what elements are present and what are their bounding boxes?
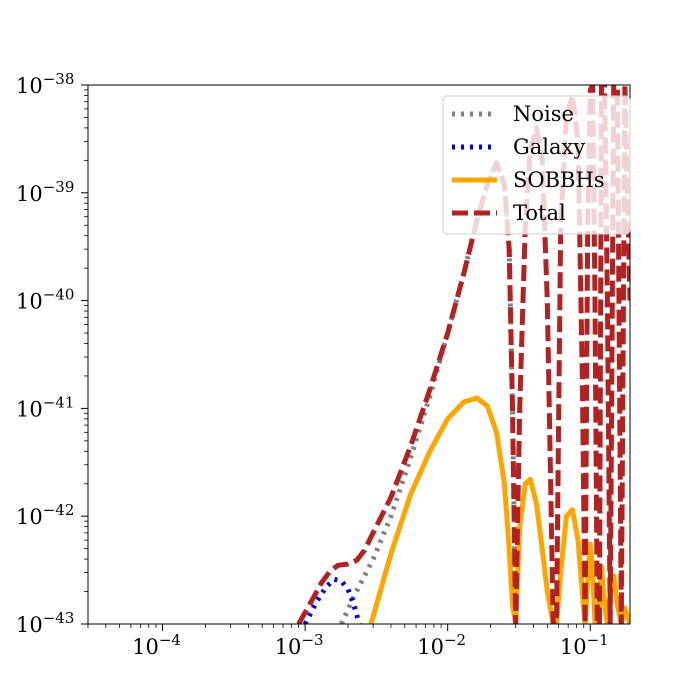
- y-tick-label: 10−40: [16, 286, 74, 314]
- plot-frame: [87, 84, 631, 625]
- legend-label-noise: Noise: [513, 102, 574, 126]
- y-tick-label: 10−43: [16, 609, 74, 637]
- y-tick-label: 10−41: [16, 393, 74, 421]
- legend-label-total: Total: [513, 201, 566, 225]
- series-line-sobbhs: [368, 395, 630, 624]
- x-tick-label: 10−1: [560, 631, 609, 659]
- x-tick-label: 10−2: [417, 631, 466, 659]
- legend-box: [442, 95, 631, 235]
- y-tick-label: 10−38: [16, 70, 74, 98]
- series-line-galaxy: [302, 576, 362, 624]
- legend: Noise Galaxy SOBBHs Total: [442, 95, 631, 235]
- legend-label-galaxy: Galaxy: [513, 135, 585, 159]
- axes: 10−4 10−3 10−2 10−1 10−43 10−42 10−41 10−40 10−3…: [16, 70, 631, 659]
- legend-label-sobbhs: SOBBHs: [513, 168, 605, 192]
- y-tick-label: 10−42: [16, 501, 74, 529]
- x-tick-label: 10−4: [132, 631, 181, 659]
- x-tick-label: 10−3: [275, 631, 324, 659]
- y-tick-label: 10−39: [16, 178, 74, 206]
